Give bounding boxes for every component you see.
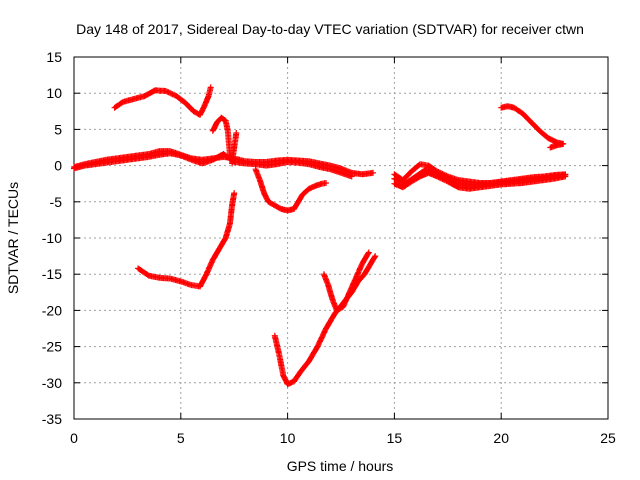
x-axis-label: GPS time / hours xyxy=(287,458,394,474)
series-markers xyxy=(111,84,214,118)
series-markers xyxy=(498,103,567,147)
y-tick-label: 15 xyxy=(46,49,62,65)
series-4 xyxy=(209,114,233,158)
series-14 xyxy=(547,140,567,151)
series-3 xyxy=(111,84,214,118)
y-tick-label: -15 xyxy=(42,266,62,282)
series-9 xyxy=(320,249,372,314)
series-2 xyxy=(71,150,355,180)
series-5 xyxy=(229,130,240,167)
x-tick-label: 25 xyxy=(600,430,616,446)
series-markers xyxy=(547,140,567,151)
y-tick-label: 0 xyxy=(54,158,62,174)
x-tick-label: 10 xyxy=(280,430,296,446)
y-tick-label: -30 xyxy=(42,375,62,391)
x-tick-label: 15 xyxy=(387,430,403,446)
series-markers xyxy=(135,190,238,290)
series-7 xyxy=(252,166,329,214)
series-markers xyxy=(391,166,569,189)
y-tick-label: -5 xyxy=(50,194,63,210)
series-markers xyxy=(209,114,233,158)
series-markers xyxy=(71,150,355,180)
chart-title: Day 148 of 2017, Sidereal Day-to-day VTE… xyxy=(76,21,584,37)
series-markers xyxy=(320,249,372,314)
x-tick-label: 5 xyxy=(177,430,185,446)
series-markers xyxy=(229,130,240,167)
x-tick-label: 20 xyxy=(493,430,509,446)
y-tick-label: 5 xyxy=(54,121,62,137)
data-points xyxy=(71,84,569,388)
y-tick-label: -35 xyxy=(42,411,62,427)
series-6 xyxy=(135,190,238,290)
y-tick-label: -10 xyxy=(42,230,62,246)
y-tick-label: 10 xyxy=(46,85,62,101)
series-13 xyxy=(498,103,567,147)
axis-ticks: 0 5 10 15 20 25 15 10 5 0 -5 -10 -15 -20 -25 -30 -35 xyxy=(42,49,616,446)
y-axis-label: SDTVAR / TECUs xyxy=(5,182,21,294)
series-12 xyxy=(391,166,569,189)
y-tick-label: -20 xyxy=(42,302,62,318)
grid xyxy=(74,57,608,419)
x-tick-label: 0 xyxy=(70,430,78,446)
y-tick-label: -25 xyxy=(42,339,62,355)
series-markers xyxy=(252,166,329,214)
